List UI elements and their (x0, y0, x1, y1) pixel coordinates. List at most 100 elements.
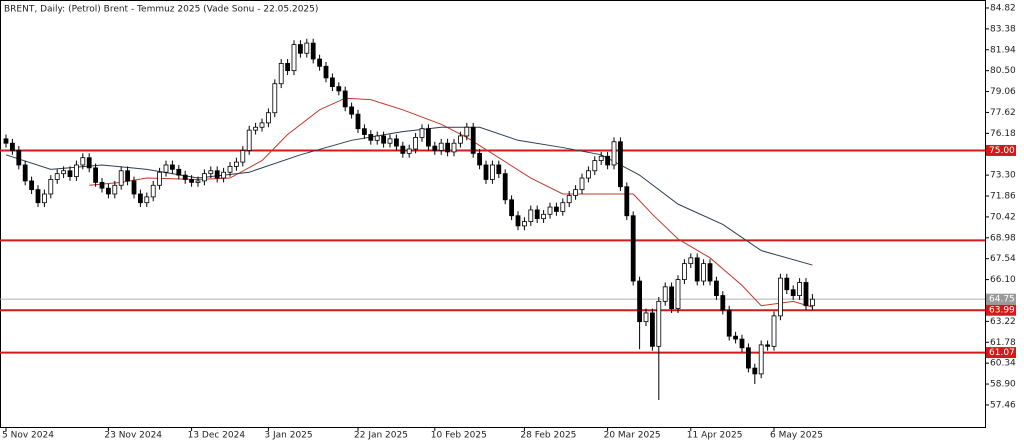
candle-body (586, 170, 591, 179)
candle-body (304, 42, 310, 54)
candle-body (489, 164, 495, 180)
price-tag-label: 75.00 (989, 146, 1015, 156)
candle-body (541, 213, 546, 220)
candle-body (598, 155, 604, 162)
y-tick-label: 76.18 (990, 129, 1016, 139)
candle-body (35, 189, 41, 204)
candle-body (566, 195, 572, 204)
moving-average (5, 126, 813, 266)
candle-body (42, 193, 47, 204)
candle-body (342, 90, 348, 108)
candle-body (425, 128, 431, 147)
candle-body (522, 221, 527, 227)
candle-body (445, 142, 451, 153)
candle-body (48, 179, 54, 195)
candle-body (688, 257, 694, 265)
candle-body (534, 209, 540, 220)
candle-body (752, 367, 758, 375)
x-tick-label: 23 Nov 2024 (104, 431, 162, 441)
y-tick-label: 79.06 (990, 87, 1016, 97)
candle-body (336, 86, 342, 92)
candle-body (67, 170, 73, 177)
candle-body (413, 137, 419, 150)
candle-body (637, 280, 642, 323)
candle-body (310, 42, 316, 60)
candle-body (265, 112, 271, 124)
candle-body (144, 196, 150, 204)
candle-body (99, 181, 105, 189)
candle-body (477, 152, 483, 166)
plot-frame (0, 0, 986, 428)
candle-body (554, 206, 559, 212)
candle-body (496, 164, 502, 175)
candle-body (707, 263, 713, 282)
candle-body (157, 171, 163, 186)
candle-body (16, 150, 22, 166)
candle-body (790, 289, 796, 296)
candle-body (406, 148, 412, 154)
candle-body (74, 164, 79, 177)
candle-body (739, 338, 745, 349)
candle-body (125, 170, 130, 182)
price-tag-label: 63.99 (989, 306, 1015, 316)
x-tick-label: 28 Feb 2025 (520, 431, 576, 441)
candle-body (182, 174, 188, 180)
y-tick-label: 67.54 (990, 254, 1016, 264)
candle-body (227, 166, 233, 173)
candle-body (374, 135, 380, 141)
candle-body (201, 173, 207, 182)
candle-body (643, 312, 649, 323)
x-tick-label: 11 Apr 2025 (687, 431, 743, 441)
candle-body (451, 142, 457, 153)
candle-body (605, 155, 610, 166)
candle-body (438, 142, 444, 151)
x-tick-label: 5 Nov 2024 (2, 431, 54, 441)
candle-body (381, 135, 387, 144)
price-tag-label: 64.75 (989, 295, 1015, 305)
candle-body (169, 164, 175, 170)
candle-body (419, 128, 425, 138)
y-tick-label: 83.38 (990, 24, 1016, 34)
candle-body (720, 295, 726, 311)
candle-body (393, 138, 399, 147)
candle-body (233, 161, 239, 167)
candle-body (669, 286, 674, 310)
candle-body (682, 263, 687, 280)
candle-body (784, 277, 790, 291)
candle-body (323, 65, 329, 79)
x-tick-label: 6 May 2025 (770, 431, 823, 441)
candle-body (208, 170, 214, 175)
candle-body (630, 215, 636, 282)
candle-body (579, 177, 585, 191)
candle-body (163, 164, 169, 173)
candle-body (592, 160, 598, 172)
candle-body (457, 135, 463, 144)
x-tick-label: 10 Feb 2025 (431, 431, 487, 441)
candle-body (650, 312, 655, 347)
candle-body (54, 173, 60, 180)
candle-body (240, 150, 246, 163)
y-tick-label: 57.46 (990, 400, 1016, 410)
candle-body (470, 126, 476, 154)
candle-body (9, 142, 15, 151)
price-tag (986, 347, 1016, 359)
candle-body (771, 315, 777, 347)
candle-body (259, 122, 265, 128)
candle-body (714, 280, 719, 296)
candle-body (195, 180, 201, 183)
candle-body (810, 298, 815, 307)
chart-title: BRENT, Daily: (Petrol) Brent - Temmuz 20… (4, 5, 318, 15)
candle-body (515, 215, 521, 227)
price-tag (986, 144, 1016, 156)
price-tag (986, 293, 1016, 305)
candle-body (285, 63, 291, 72)
candle-body (317, 58, 323, 67)
candle-body (733, 335, 738, 340)
candle-body (61, 170, 66, 175)
candle-body (618, 141, 623, 188)
candle-body (573, 189, 578, 196)
candle-body (137, 193, 143, 204)
price-tag (986, 304, 1016, 316)
x-tick-label: 20 Mar 2025 (604, 431, 661, 441)
